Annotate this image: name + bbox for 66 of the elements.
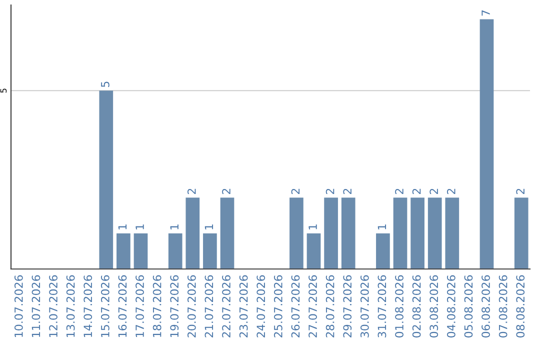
x-tick-label: 18.07.2026 — [152, 275, 162, 337]
x-tick-label: 17.07.2026 — [136, 275, 144, 337]
x-tick-label: 08.08.2026 — [516, 275, 525, 338]
x-tick-label: 10.07.2026 — [14, 275, 23, 337]
x-tick-label: 28.07.2026 — [326, 275, 334, 338]
x-tick-label: 27.07.2026 — [308, 275, 317, 338]
bar — [186, 198, 200, 269]
x-tick-label: 07.08.2026 — [498, 275, 508, 338]
data-label: 1 — [204, 224, 214, 230]
data-label: 2 — [326, 188, 334, 194]
x-tick-label: 14.07.2026 — [84, 275, 92, 337]
x-tick-label: 20.07.2026 — [187, 275, 196, 338]
x-tick-label: 23.07.2026 — [239, 275, 248, 338]
bar — [116, 233, 130, 269]
x-tick-label: 02.08.2026 — [412, 275, 421, 338]
data-label: 2 — [222, 188, 230, 194]
bar — [445, 198, 460, 269]
x-tick-label: 16.07.2026 — [118, 275, 127, 337]
bar — [376, 233, 390, 269]
bar — [134, 233, 148, 269]
x-tick-label: 26.07.2026 — [291, 275, 300, 338]
data-label: 1 — [136, 224, 144, 230]
x-tick-label: 19.07.2026 — [170, 275, 179, 337]
x-tick-label: 24.07.2026 — [256, 275, 266, 338]
x-tick-label: 31.07.2026 — [378, 275, 386, 338]
x-tick-label: 15.07.2026 — [100, 275, 110, 337]
bar — [393, 198, 408, 269]
x-tick-label: 21.07.2026 — [204, 275, 214, 338]
x-tick-label: 12.07.2026 — [49, 275, 58, 337]
x-tick-label: 29.07.2026 — [343, 275, 352, 338]
bar — [428, 198, 442, 269]
bar — [168, 233, 182, 269]
bar — [203, 233, 217, 269]
x-tick-label: 03.08.2026 — [430, 275, 438, 338]
data-label: 2 — [291, 188, 300, 194]
data-label: 1 — [308, 224, 317, 230]
x-tick-label: 30.07.2026 — [360, 275, 369, 338]
data-label: 2 — [430, 188, 438, 194]
x-tick-label: 25.07.2026 — [274, 275, 282, 338]
bar — [324, 198, 338, 269]
bar — [290, 198, 304, 269]
data-label: 7 — [482, 10, 490, 16]
bar — [306, 233, 321, 269]
x-tick-label: 05.08.2026 — [464, 275, 473, 338]
data-label: 1 — [170, 224, 178, 230]
bar — [99, 90, 114, 269]
data-label: 1 — [118, 224, 127, 230]
x-tick-label: 22.07.2026 — [222, 275, 230, 338]
bar — [341, 198, 356, 269]
data-label: 2 — [516, 188, 524, 194]
x-tick-label: 04.08.2026 — [446, 275, 456, 338]
bar — [410, 198, 424, 269]
data-label: 1 — [378, 224, 386, 230]
x-tick-label: 01.08.2026 — [395, 275, 404, 338]
bar — [480, 19, 494, 269]
x-tick-label: 06.08.2026 — [482, 275, 490, 338]
bar — [220, 198, 234, 269]
data-label: 2 — [343, 188, 352, 194]
data-label: 2 — [446, 188, 456, 194]
data-label: 2 — [187, 188, 196, 194]
data-label: 2 — [412, 188, 421, 194]
data-label: 5 — [101, 82, 110, 87]
x-tick-label: 13.07.2026 — [66, 275, 75, 337]
x-tick-label: 11.07.2026 — [32, 275, 40, 337]
bar — [514, 198, 528, 269]
data-label: 2 — [395, 188, 404, 194]
